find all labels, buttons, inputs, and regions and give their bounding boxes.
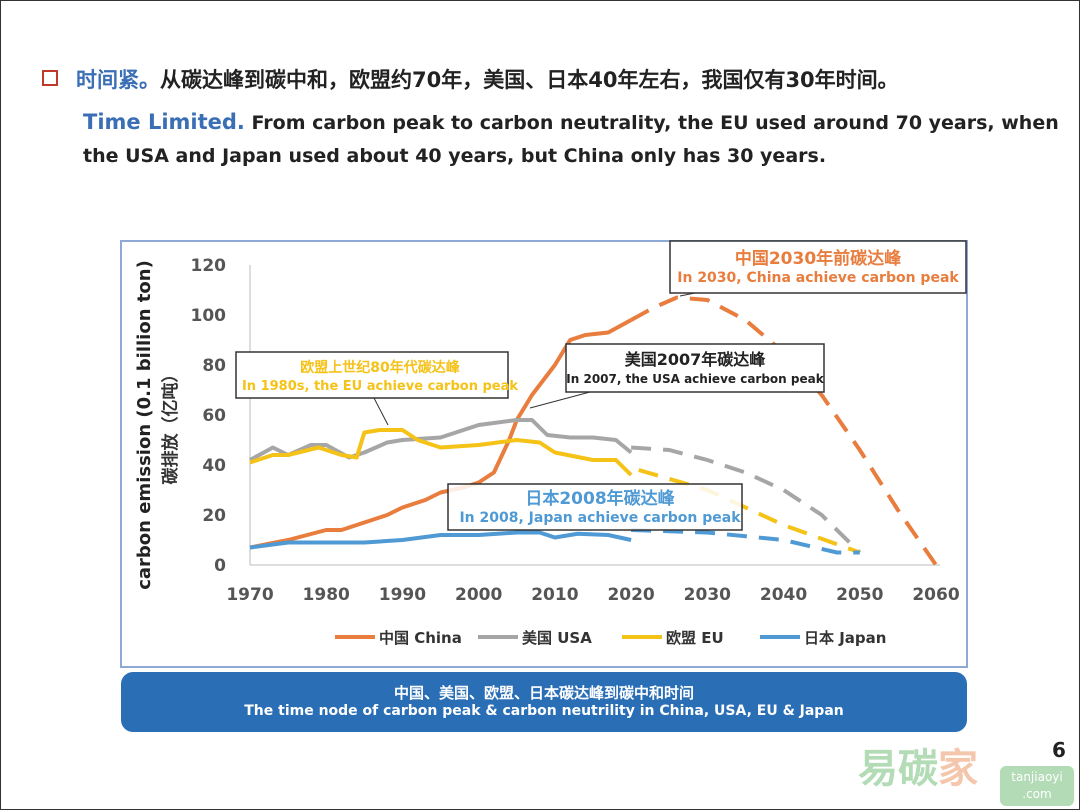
y-axis-label-zh: 碳排放（亿吨） [160, 366, 181, 485]
x-tick-label: 2010 [531, 585, 578, 605]
caption-zh: 中国、美国、欧盟、日本碳达峰到碳中和时间 [393, 684, 694, 702]
y-tick-label: 80 [202, 356, 226, 376]
y-axis-label: carbon emission (0.1 billion ton) [134, 260, 155, 590]
legend-label: 中国 China [379, 629, 462, 647]
annotation-zh: 欧盟上世纪80年代碳达峰 [300, 359, 460, 376]
x-tick-label: 1990 [379, 585, 426, 605]
watermark-domain: tanjiaoyi .com [1000, 766, 1074, 806]
series-line-actual [249, 418, 633, 462]
annotation-box [669, 240, 967, 294]
x-tick-label: 2020 [607, 585, 654, 605]
y-tick-label: 120 [191, 256, 227, 276]
series-line-projected [638, 468, 861, 555]
heading-zh-title: 时间紧。 [76, 68, 160, 92]
annotation-zh: 中国2030年前碳达峰 [735, 248, 902, 269]
annotation-box [235, 351, 509, 399]
series-line-projected [631, 528, 860, 555]
annotation-en: In 2008, Japan achieve carbon peak [459, 510, 741, 526]
x-tick-label: 2050 [836, 585, 883, 605]
watermark-logo: 易碳家 [858, 746, 978, 792]
page-number: 6 [1052, 738, 1066, 762]
annotation-box [565, 343, 825, 393]
x-tick-label: 1970 [226, 585, 273, 605]
y-tick-label: 40 [202, 456, 226, 476]
caption-en: The time node of carbon peak & carbon ne… [244, 703, 844, 719]
bullet-icon [42, 70, 58, 86]
annotation-zh: 美国2007年碳达峰 [625, 350, 767, 369]
series-line-actual [249, 428, 633, 477]
heading-en-text: From carbon peak to carbon neutrality, t… [83, 112, 1059, 167]
legend-label: 美国 USA [522, 629, 592, 647]
annotation-leader [679, 292, 696, 297]
heading-en-title: Time Limited. [83, 110, 245, 134]
series-line-projected [630, 295, 938, 567]
series-line-actual [249, 530, 632, 550]
series-line-projected [630, 445, 862, 554]
y-tick-label: 0 [214, 556, 226, 576]
legend-label: 欧盟 EU [666, 629, 724, 647]
series-line-actual [249, 318, 633, 550]
x-tick-label: 2030 [684, 585, 731, 605]
y-tick-label: 100 [191, 306, 227, 326]
y-tick-label: 20 [202, 506, 226, 526]
legend-label: 日本 Japan [804, 629, 886, 647]
annotation-en: In 1980s, the EU achieve carbon peak [242, 379, 518, 394]
x-tick-label: 2040 [760, 585, 807, 605]
heading-zh-text: 从碳达峰到碳中和，欧盟约70年，美国、日本40年左右，我国仅有30年时间。 [160, 68, 899, 92]
annotation-en: In 2030, China achieve carbon peak [677, 270, 959, 286]
x-tick-label: 1980 [303, 585, 350, 605]
x-tick-label: 2060 [912, 585, 959, 605]
heading-en: Time Limited. From carbon peak to carbon… [83, 106, 1073, 173]
y-tick-label: 60 [202, 406, 226, 426]
chart-caption-banner: 中国、美国、欧盟、日本碳达峰到碳中和时间 The time node of ca… [121, 672, 967, 732]
annotation-leader [529, 391, 591, 409]
heading-zh: 时间紧。从碳达峰到碳中和，欧盟约70年，美国、日本40年左右，我国仅有30年时间… [42, 64, 899, 94]
x-tick-label: 2000 [455, 585, 502, 605]
annotation-leader [373, 397, 389, 426]
annotation-en: In 2007, the USA achieve carbon peak [566, 372, 824, 386]
annotation-zh: 日本2008年碳达峰 [525, 488, 675, 509]
annotation-box [447, 483, 743, 531]
